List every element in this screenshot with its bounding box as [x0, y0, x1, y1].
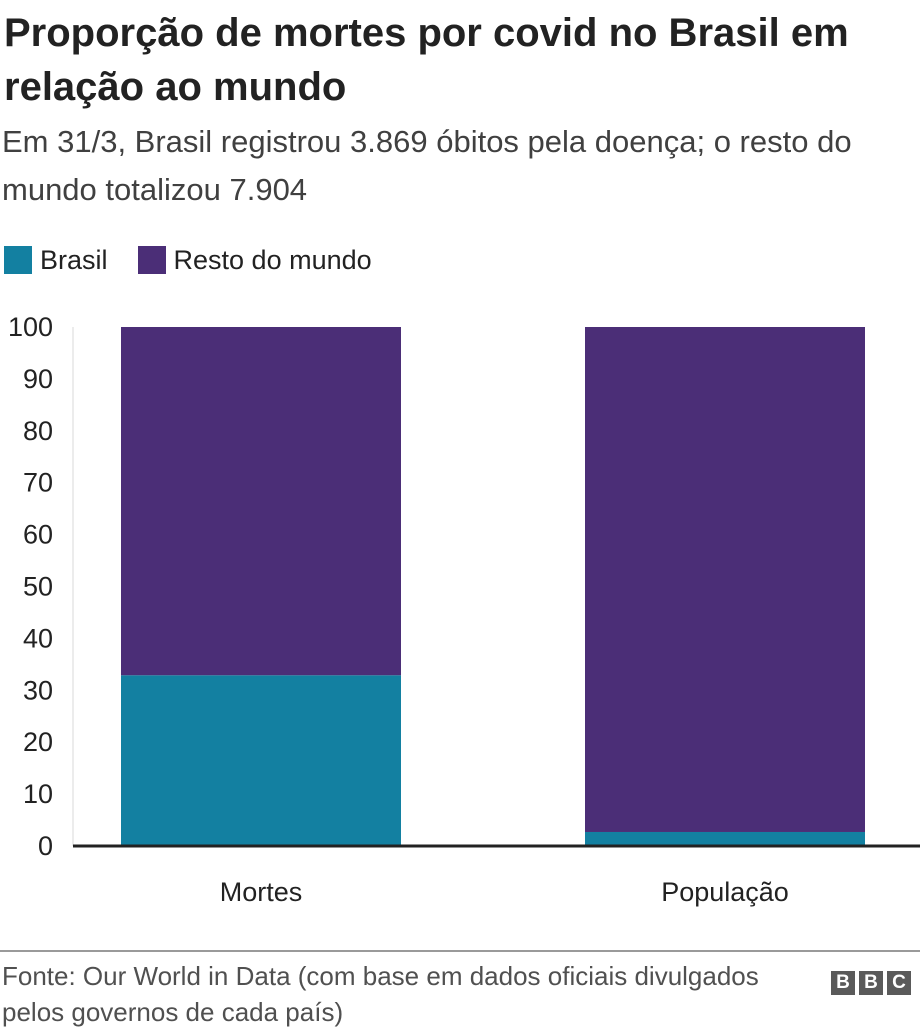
y-tick-label: 100: [8, 312, 53, 342]
x-tick-label: Mortes: [220, 877, 303, 907]
y-tick-label: 0: [38, 831, 53, 861]
y-tick-label: 90: [23, 364, 53, 394]
x-tick-label: População: [661, 877, 789, 907]
bbc-logo-letter: B: [859, 971, 883, 995]
bar-mortes-brasil: [121, 675, 401, 846]
source-note: Fonte: Our World in Data (com base em da…: [2, 961, 759, 1027]
y-tick-label: 80: [23, 416, 53, 446]
legend-item-brasil: Brasil: [4, 245, 108, 276]
y-tick-label: 40: [23, 623, 53, 653]
legend: Brasil Resto do mundo: [4, 243, 402, 277]
y-tick-label: 50: [23, 572, 53, 602]
bar-populacao-resto-do-mundo: [585, 327, 865, 832]
y-tick-label: 60: [23, 520, 53, 550]
y-tick-label: 30: [23, 675, 53, 705]
chart-title: Proporção de mortes por covid no Brasil …: [4, 11, 849, 109]
legend-label-brasil: Brasil: [40, 244, 108, 275]
y-tick-label: 10: [23, 779, 53, 809]
legend-item-resto-do-mundo: Resto do mundo: [137, 244, 372, 276]
bbc-logo-letter: B: [831, 971, 855, 995]
bar-populacao-brasil: [585, 831, 865, 846]
bbc-logo: B B C: [831, 971, 911, 995]
chart-subtitle: Em 31/3, Brasil registrou 3.869 óbitos p…: [2, 124, 852, 207]
legend-swatch-resto-do-mundo: [137, 246, 166, 274]
bbc-logo-letter: C: [887, 971, 911, 995]
legend-swatch-brasil: [4, 246, 32, 274]
stacked-bar-chart: 0 10 20 30 40 50 60 70 80 90 100 Mortes População: [8, 312, 920, 907]
y-tick-label: 70: [23, 468, 53, 498]
legend-label-resto-do-mundo: Resto do mundo: [173, 244, 372, 275]
footer-divider: [0, 950, 920, 952]
bar-mortes-resto-do-mundo: [121, 327, 401, 676]
y-tick-label: 20: [23, 727, 53, 757]
